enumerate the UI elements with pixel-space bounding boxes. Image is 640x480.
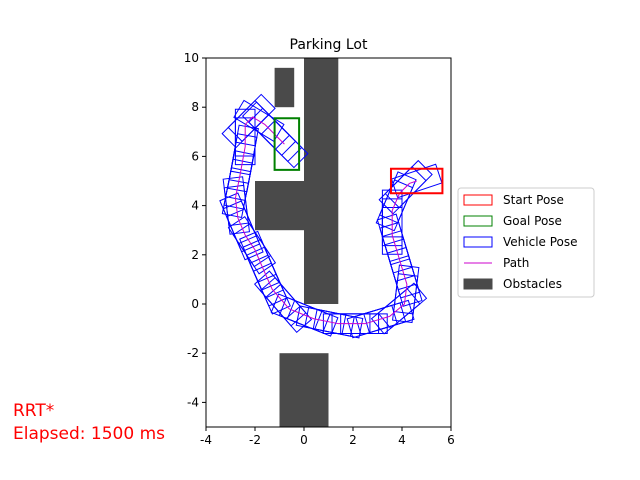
legend-swatch-goal-pose (463, 215, 493, 227)
legend-swatch-start-pose (463, 194, 493, 206)
vehicle-pose (233, 99, 285, 143)
y-tick-label: -2 (187, 346, 199, 360)
y-tick-label: 6 (191, 149, 199, 163)
path-line (234, 116, 417, 325)
vehicle-pose (370, 288, 421, 335)
x-tick-label: 4 (398, 433, 406, 447)
vehicle-pose (346, 304, 399, 339)
legend-label-vehicle-pose: Vehicle Pose (503, 235, 578, 249)
obstacle (274, 67, 295, 108)
elapsed-time-label: Elapsed: 1500 ms (13, 424, 165, 444)
y-tick-label: 4 (191, 199, 199, 213)
x-tick-label: 2 (349, 433, 357, 447)
y-tick-label: 0 (191, 297, 199, 311)
obstacle (279, 353, 329, 427)
vehicle-pose (381, 207, 403, 255)
vehicle-pose (222, 176, 249, 227)
vehicle-pose (227, 93, 276, 143)
legend-label-goal-pose: Goal Pose (503, 214, 562, 228)
vehicle-pose (239, 230, 277, 283)
y-tick-label: 8 (191, 100, 199, 114)
start-pose (389, 167, 444, 195)
algorithm-label: RRT* (13, 401, 55, 421)
legend-swatch-vehicle-pose (463, 236, 493, 248)
legend-label-start-pose: Start Pose (503, 193, 564, 207)
obstacle (304, 58, 339, 304)
obstacle (255, 181, 304, 231)
vehicle-pose (270, 293, 323, 331)
x-tick-label: 6 (447, 433, 455, 447)
x-tick-label: -2 (249, 433, 261, 447)
vehicle-pose (253, 270, 301, 320)
x-tick-label: -4 (200, 433, 212, 447)
legend-swatch-obstacles (463, 278, 493, 290)
legend: Start Pose Goal Pose Vehicle Pose Path Obsta… (457, 187, 595, 298)
chart-title: Parking Lot (290, 37, 368, 53)
legend-frame (457, 187, 595, 298)
vehicle-pose (219, 192, 257, 245)
vehicle-pose (234, 108, 256, 157)
y-tick-label: -4 (187, 395, 199, 409)
y-tick-label: 10 (184, 51, 199, 65)
vehicle-pose (230, 124, 259, 176)
goal-pose (273, 117, 301, 171)
x-tick-label: 0 (300, 433, 308, 447)
plot-frame (205, 57, 452, 428)
y-tick-label: 2 (191, 248, 199, 262)
legend-label-path: Path (503, 256, 529, 270)
legend-label-obstacles: Obstacles (503, 277, 562, 291)
